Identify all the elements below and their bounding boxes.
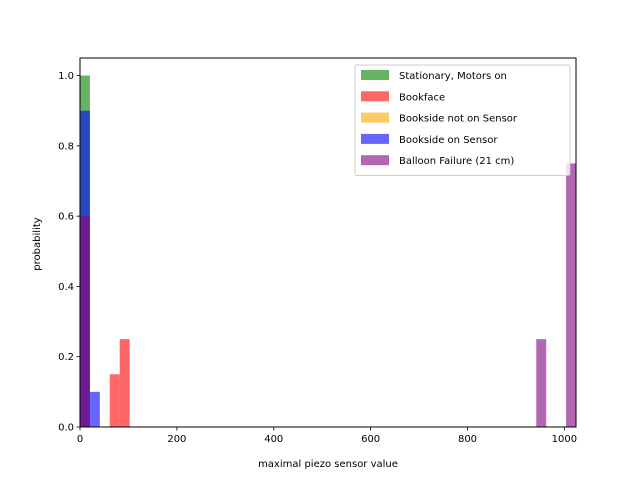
- legend-label: Bookside on Sensor: [399, 135, 498, 146]
- legend-box: [354, 64, 571, 176]
- legend-label: Balloon Failure (21 cm): [399, 156, 514, 167]
- legend-label: Stationary, Motors on: [399, 71, 507, 82]
- x-tick-label: 400: [264, 434, 283, 445]
- legend-swatch: [361, 91, 389, 102]
- y-tick-label: 1.0: [58, 71, 74, 82]
- bar-series-1-bin-1: [119, 339, 130, 427]
- bar-series-3-bin-1: [89, 391, 100, 427]
- x-tick-label: 1000: [552, 434, 577, 445]
- legend-swatch: [361, 70, 389, 80]
- legend-swatch: [361, 112, 389, 123]
- legend-swatch: [361, 155, 389, 166]
- y-tick-label: 0.6: [58, 212, 74, 223]
- bars-layer: [80, 75, 576, 428]
- y-tick-label: 0.2: [58, 352, 74, 363]
- bar-series-4-bin-1: [536, 339, 547, 427]
- y-tick-label: 0.4: [58, 282, 74, 293]
- axes-layer: 0 200 400 600 800 1000 0.0 0.2 0.4 0.6 0.8 1.0: [58, 57, 577, 445]
- x-tick-label: 800: [458, 434, 477, 445]
- x-axis-label: maximal piezo sensor value: [258, 459, 398, 470]
- y-tick-label: 0.8: [58, 141, 74, 152]
- bar-series-4-bin-2: [566, 163, 576, 427]
- legend-label: Bookside not on Sensor: [399, 114, 518, 125]
- y-axis-label: probability: [32, 217, 43, 270]
- bar-series-1-bin-0: [109, 374, 120, 427]
- x-tick-label: 0: [77, 434, 83, 445]
- bar-series-4-bin-0: [80, 216, 90, 427]
- x-tick-label: 600: [361, 434, 380, 445]
- y-tick-label: 0.0: [58, 423, 74, 434]
- legend-label: Bookface: [399, 92, 445, 103]
- legend-swatch: [361, 133, 389, 144]
- x-tick-label: 200: [167, 434, 186, 445]
- legend: Stationary, Motors on Bookface Bookside no…: [354, 64, 571, 176]
- plot-frame: [79, 57, 577, 428]
